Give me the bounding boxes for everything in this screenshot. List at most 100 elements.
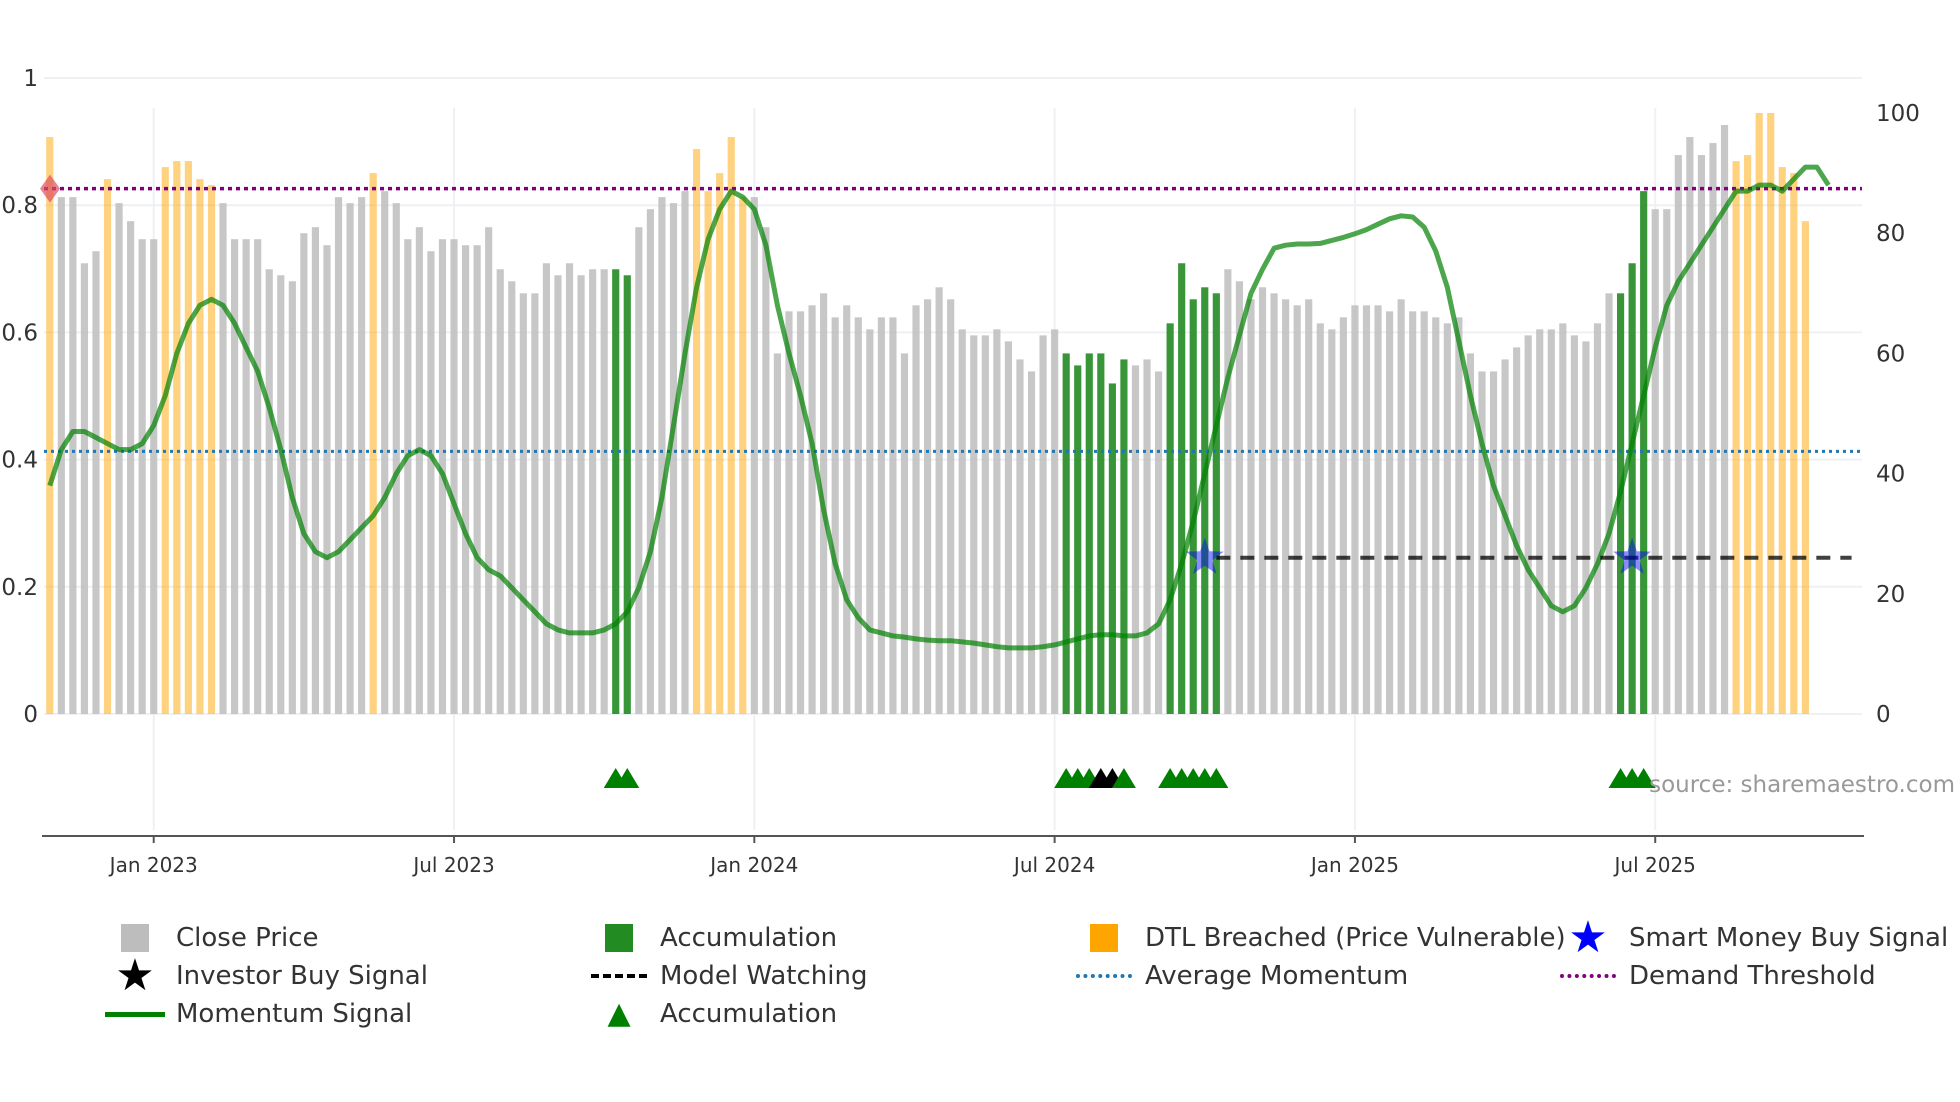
close-price-bar <box>473 245 481 714</box>
dtl-breached-bar <box>704 191 712 714</box>
close-price-bar <box>1235 281 1244 714</box>
close-price-bar <box>554 275 562 714</box>
close-price-bar <box>1674 155 1682 714</box>
smart-money-star <box>1613 537 1652 574</box>
black-star-icon: ★ <box>115 950 155 1001</box>
close-price-bar <box>1663 209 1671 714</box>
signal-lines <box>44 164 1862 651</box>
close-price-bar <box>681 191 689 714</box>
close-price-bar <box>970 335 978 714</box>
close-price-bar <box>127 221 135 714</box>
close-price-bar <box>1478 371 1486 714</box>
legend-accumulation-marker-label: Accumulation <box>660 999 838 1029</box>
close-price-bar <box>900 353 909 714</box>
close-price-bar <box>889 317 897 714</box>
left-tick-label: 0.2 <box>1 575 38 601</box>
close-price-bar <box>1328 329 1336 714</box>
close-price-bar <box>1224 269 1232 714</box>
dotted-blue-line-icon <box>1069 958 1139 994</box>
legend-investor-buy-label: Investor Buy Signal <box>176 961 428 991</box>
legend-accumulation-label: Accumulation <box>660 923 838 953</box>
accumulation-bar <box>623 275 631 714</box>
accumulation-marker <box>1111 768 1136 788</box>
close-price-bar <box>1501 359 1509 714</box>
accumulation-bar <box>1616 293 1625 714</box>
close-price-bar <box>1305 299 1313 714</box>
close-price-bar <box>1432 317 1440 714</box>
dtl-breached-bar <box>1767 113 1775 714</box>
close-price-bar <box>1397 299 1405 714</box>
close-price-bar <box>450 239 458 714</box>
close-price-bar <box>542 263 551 714</box>
close-price-bar <box>1559 323 1567 714</box>
chart: Jan 2023 Jul 2023 Jan 2024 Jul 2024 Jan 2025… <box>1 66 1955 877</box>
close-price-bar <box>1443 323 1451 714</box>
dtl-breached-bar <box>173 161 181 714</box>
right-tick-label: 40 <box>1876 462 1905 488</box>
accumulation-bar <box>1201 287 1209 714</box>
legend-dtl-breached: DTL Breached (Price Vulnerable) <box>1069 920 1566 956</box>
close-price-bar <box>1016 359 1024 714</box>
close-price-bar <box>1154 371 1163 714</box>
close-price-bar <box>565 263 574 714</box>
legend-demand-threshold-label: Demand Threshold <box>1629 961 1876 991</box>
close-price-bar <box>531 293 539 714</box>
close-price-bar <box>1420 311 1428 714</box>
blue-star-icon: ★ <box>1568 912 1608 963</box>
accumulation-bar <box>612 269 620 714</box>
close-price-bar <box>1593 323 1602 714</box>
legend-dtl-breached-label: DTL Breached (Price Vulnerable) <box>1145 923 1566 953</box>
legend-smart-money: ★ Smart Money Buy Signal <box>1553 912 1948 963</box>
legend-model-watching: Model Watching <box>584 958 867 994</box>
close-price-bar <box>773 353 782 714</box>
dtl-breached-bar <box>161 167 169 715</box>
dashed-line-icon <box>584 958 654 994</box>
dtl-breached-bar <box>692 149 701 714</box>
close-price-bar <box>415 227 423 714</box>
accumulation-bar <box>1062 353 1070 714</box>
axes: Jan 2023 Jul 2023 Jan 2024 Jul 2024 Jan 2025… <box>1 66 1919 877</box>
close-price-bar <box>762 227 770 714</box>
source-note: source: sharemaestro.com <box>1649 772 1955 798</box>
close-price-bar <box>958 329 966 714</box>
close-price-bar <box>392 203 400 714</box>
close-price-bar <box>92 251 100 715</box>
legend-average-momentum-label: Average Momentum <box>1145 961 1409 991</box>
accumulation-marker <box>1204 768 1229 788</box>
close-price-bar <box>981 335 989 714</box>
close-price-bar <box>334 197 343 714</box>
right-tick-label: 80 <box>1876 221 1905 247</box>
legend: Close Price Accumulation DTL Breached (P… <box>0 900 1960 1080</box>
close-price-bar <box>1651 209 1659 714</box>
left-tick-label: 0.8 <box>1 193 38 219</box>
close-price-bar <box>265 269 273 714</box>
close-price-bar <box>831 317 839 714</box>
accumulation-bar <box>1166 323 1174 714</box>
close-price-bar <box>1489 371 1498 714</box>
dtl-breached-bar <box>103 179 112 715</box>
close-price-bar <box>1316 323 1324 714</box>
signal-markers <box>40 174 1656 788</box>
x-tick-label: Jul 2024 <box>1012 853 1095 877</box>
accumulation-bar <box>1120 359 1128 714</box>
close-price-bar <box>519 293 527 714</box>
accumulation-bar <box>1074 365 1082 714</box>
close-price-bar <box>461 245 470 714</box>
legend-momentum-signal: Momentum Signal <box>100 996 412 1032</box>
dtl-breached-bar <box>1732 161 1740 714</box>
close-price-bar <box>80 263 89 714</box>
price-bars <box>46 113 1809 715</box>
close-price-bar <box>785 311 793 714</box>
close-price-bar <box>658 197 666 714</box>
close-price-bar <box>1455 317 1463 714</box>
legend-accumulation: Accumulation <box>584 920 837 956</box>
close-price-bar <box>508 281 516 714</box>
right-tick-label: 100 <box>1876 101 1920 127</box>
close-price-bar <box>866 329 874 714</box>
close-price-bar <box>358 197 366 714</box>
legend-average-momentum: Average Momentum <box>1069 958 1408 994</box>
close-price-bar <box>1513 347 1521 714</box>
close-price-bar <box>635 227 643 714</box>
close-price-bar <box>1409 311 1417 714</box>
accumulation-marker <box>1631 768 1656 788</box>
